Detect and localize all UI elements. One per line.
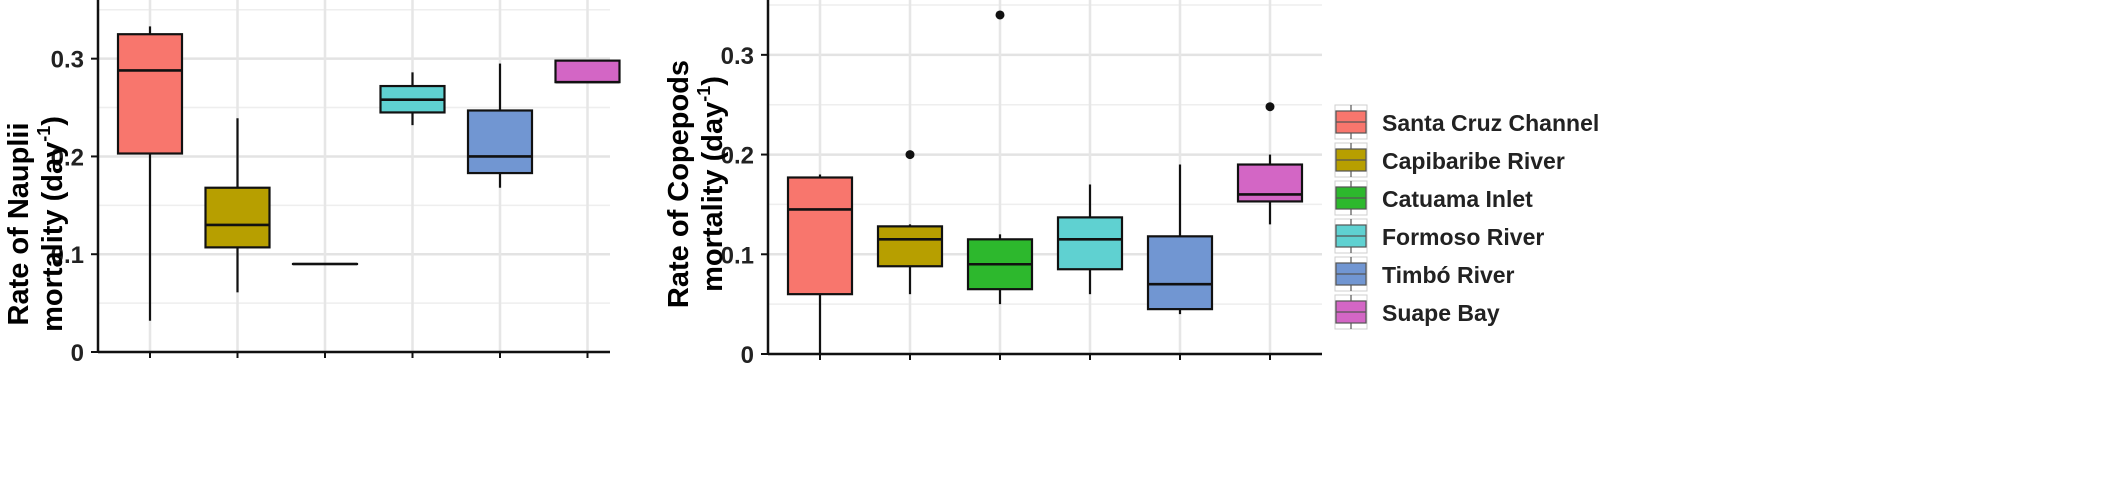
copepods-ylabel-line1: Rate of Copepods: [663, 60, 695, 308]
outlier-point: [905, 150, 915, 160]
legend-label: Catuama Inlet: [1382, 186, 1533, 212]
legend-item-timbo-river: Timbó River: [1334, 256, 1515, 292]
nauplii-ylabel-line2: mortality (day-1): [34, 116, 69, 332]
copepods-y-tick-label: 0.3: [721, 43, 754, 70]
outlier-point: [995, 10, 1005, 20]
legend-item-suape-bay: Suape Bay: [1334, 294, 1500, 330]
iqr-box: [786, 176, 854, 296]
legend-label: Timbó River: [1382, 262, 1515, 288]
nauplii-box-suape-bay: [554, 59, 621, 84]
nauplii-ylabel-line1: Rate of Nauplii: [3, 122, 35, 325]
iqr-box: [204, 186, 271, 249]
nauplii-ylabel-close: ): [37, 116, 69, 126]
nauplii-boxes: [116, 26, 621, 321]
legend-item-catuama-inlet: Catuama Inlet: [1334, 180, 1533, 216]
outlier-point: [1265, 102, 1275, 112]
nauplii-box-timbo-river: [466, 63, 534, 188]
copepods-box-santa-cruz-channel: [786, 174, 854, 354]
copepods-ylabel-unit: mortality (day: [697, 102, 729, 292]
copepods-y-tick-label: 0: [741, 342, 754, 369]
nauplii-box-formoso-river: [379, 72, 446, 126]
iqr-box: [554, 59, 621, 84]
legend-item-capibaribe-river: Capibaribe River: [1334, 142, 1565, 178]
copepods-box-capibaribe-river: [876, 150, 944, 295]
iqr-box: [1236, 163, 1304, 203]
copepods-box-timbo-river: [1146, 164, 1214, 315]
nauplii-ylabel-sup: -1: [34, 126, 54, 142]
nauplii-y-tick-label: 0.1: [51, 242, 84, 269]
nauplii-ylabel-unit: mortality (day: [37, 142, 69, 332]
nauplii-axes: 0 0.1 0.2 0.3: [51, 0, 610, 367]
legend-label: Formoso River: [1382, 224, 1544, 250]
legend: Santa Cruz Channel Capibaribe River Catuam…: [1334, 104, 1599, 330]
nauplii-box-santa-cruz-channel: [116, 26, 184, 321]
nauplii-box-capibaribe-river: [204, 118, 271, 293]
copepods-box-suape-bay: [1236, 102, 1304, 225]
nauplii-y-tick-label: 0: [71, 340, 84, 367]
copepods-y-tick-label: 0.2: [721, 143, 754, 170]
legend-label: Suape Bay: [1382, 300, 1500, 326]
copepods-boxes: [786, 10, 1304, 354]
legend-label: Santa Cruz Channel: [1382, 110, 1599, 136]
copepods-y-tick-label: 0.1: [721, 242, 754, 269]
copepods-box-formoso-river: [1056, 184, 1124, 295]
copepods-ylabel-close: ): [697, 76, 729, 86]
copepods-axes: 0 0.1 0.2 0.3: [721, 0, 1322, 369]
iqr-box: [876, 225, 944, 268]
legend-label: Capibaribe River: [1382, 148, 1565, 174]
nauplii-y-tick-label: 0.2: [51, 144, 84, 171]
iqr-box: [1146, 235, 1214, 311]
iqr-box: [116, 33, 184, 155]
copepods-panel: 0 0.1 0.2 0.3 Rate of Copepods mortality (d…: [663, 0, 1322, 369]
copepods-ylabel-line2: mortality (day-1): [694, 76, 729, 292]
nauplii-y-tick-label: 0.3: [51, 47, 84, 74]
iqr-box: [1056, 216, 1124, 271]
iqr-box: [466, 109, 534, 175]
nauplii-panel: 0 0.1 0.2 0.3 Rate of Nauplii mortality (da…: [3, 0, 621, 367]
legend-item-formoso-river: Formoso River: [1334, 218, 1544, 254]
copepods-box-catuama-inlet: [966, 10, 1034, 305]
copepods-ylabel-sup: -1: [694, 86, 714, 102]
legend-item-santa-cruz-channel: Santa Cruz Channel: [1334, 104, 1599, 140]
